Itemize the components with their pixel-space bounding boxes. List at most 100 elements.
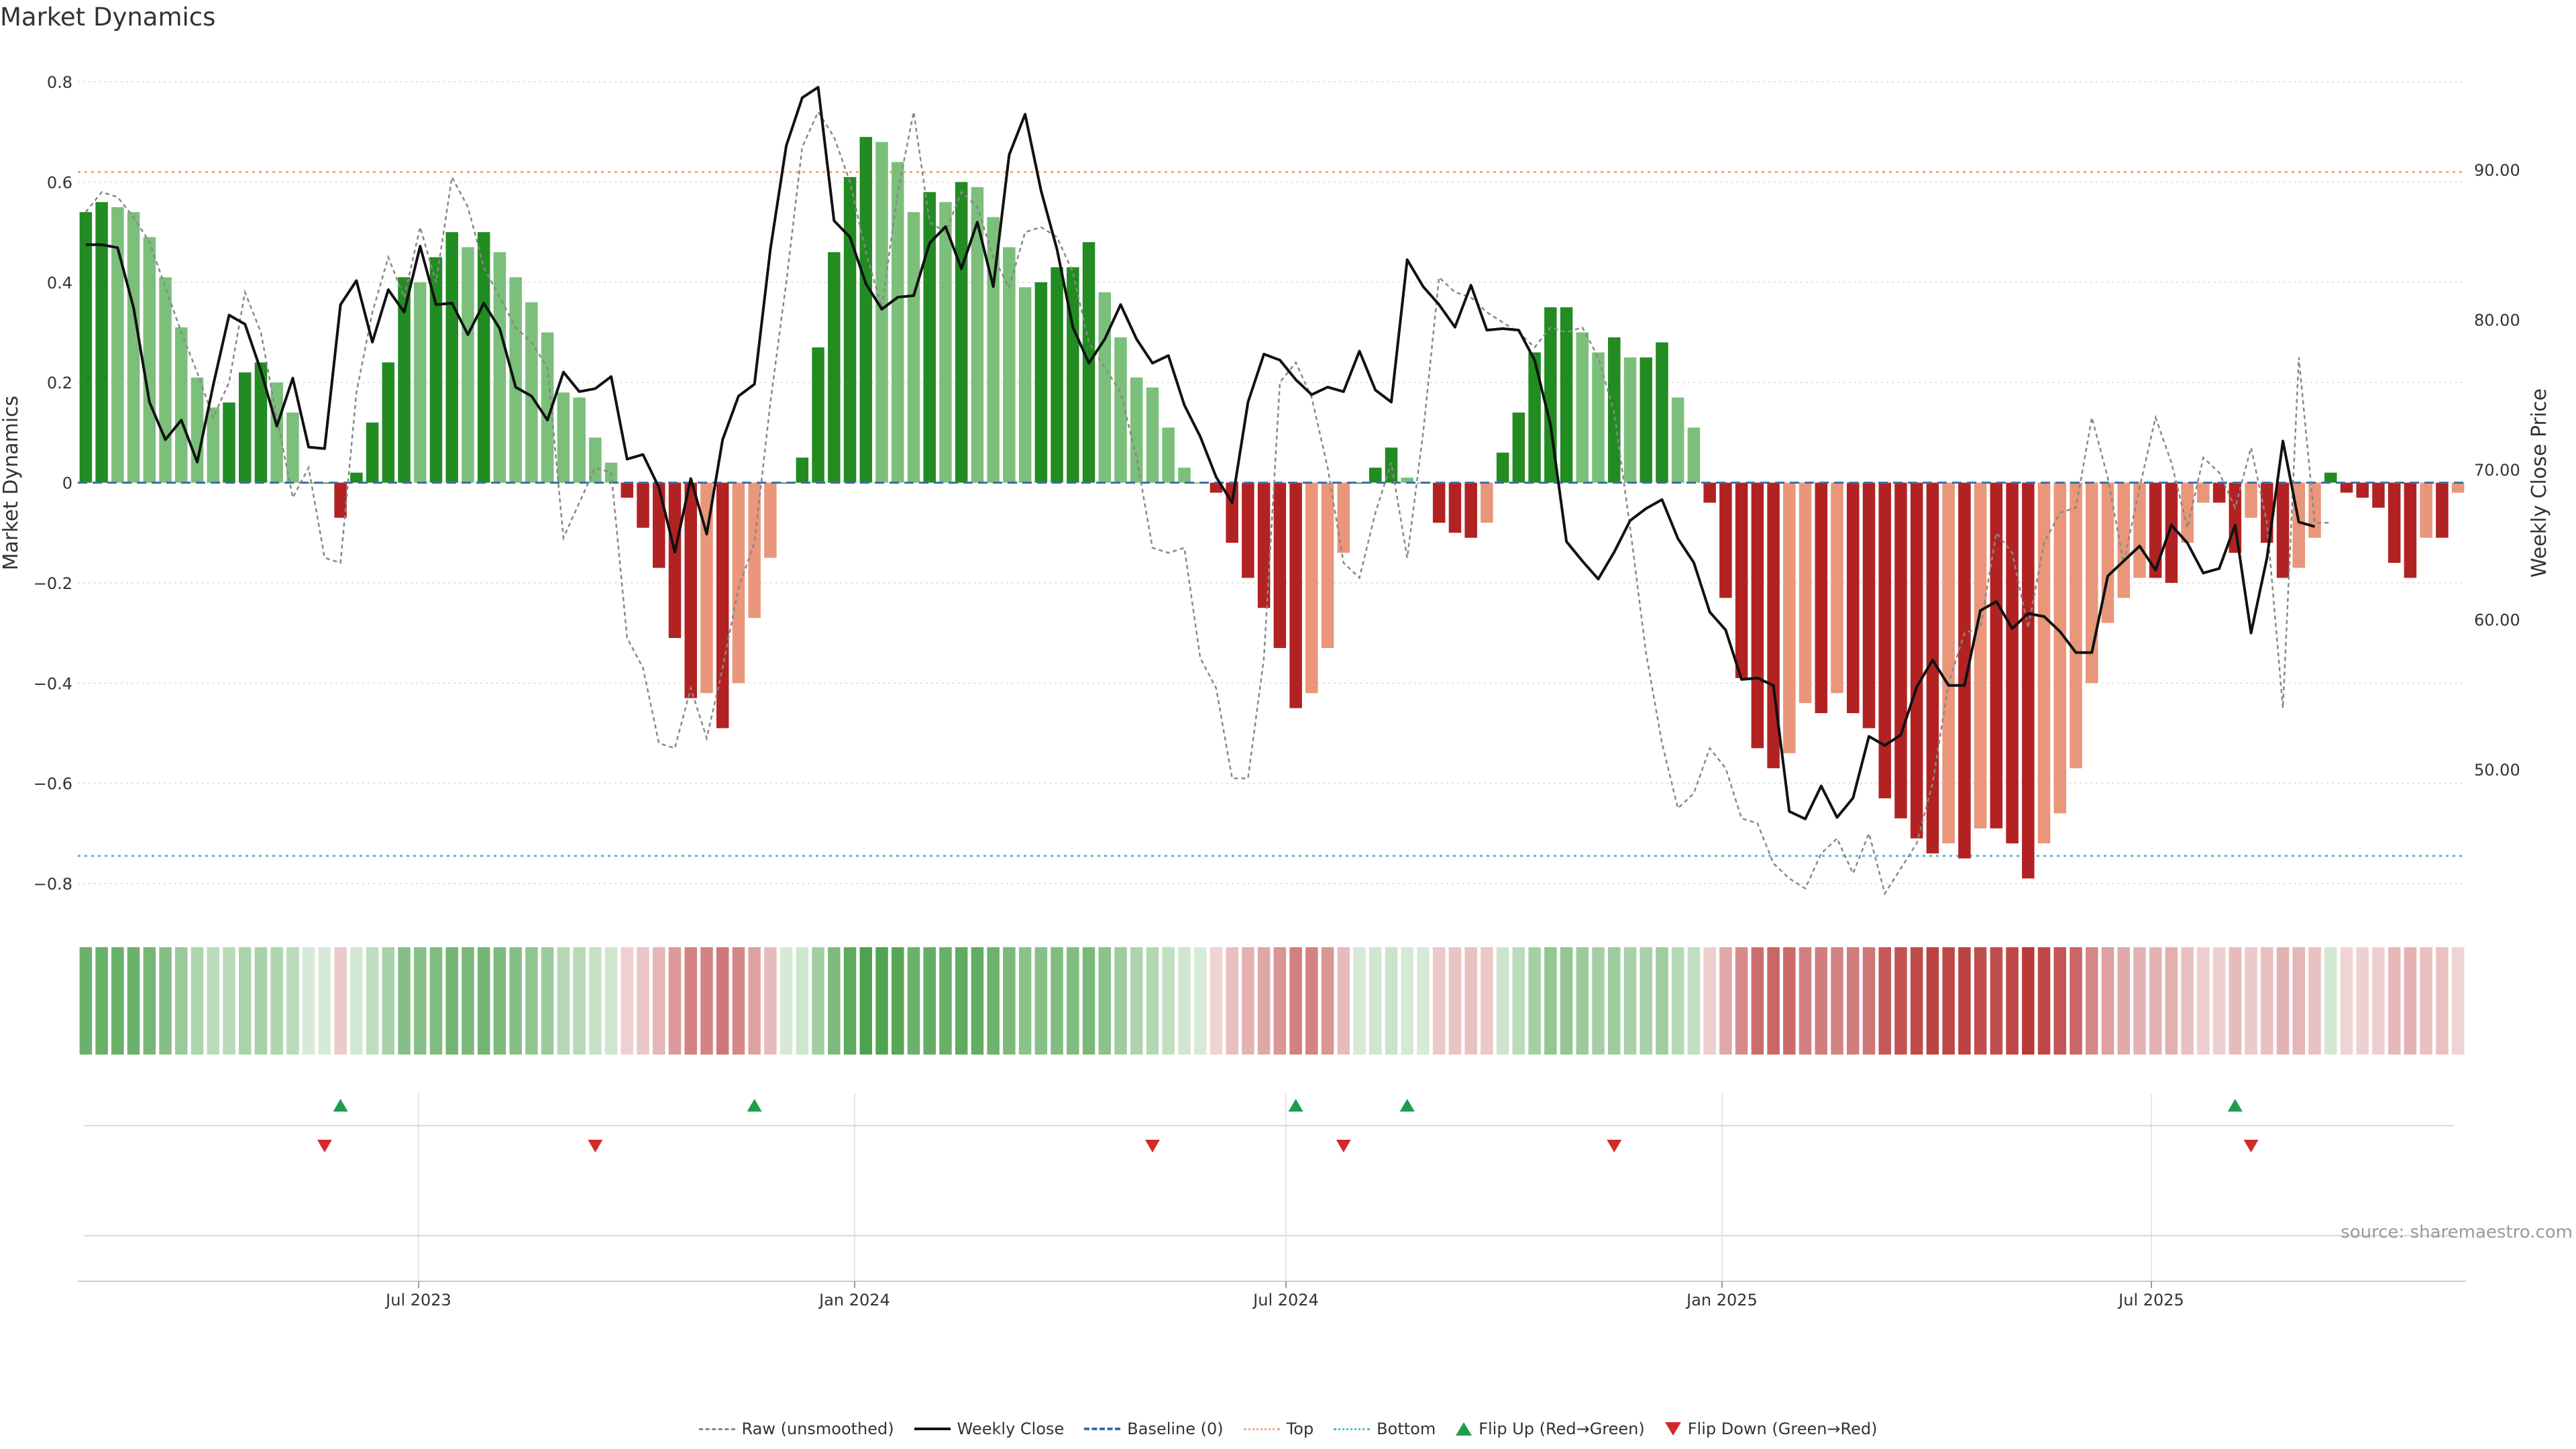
heatmap-cell: [127, 947, 140, 1055]
dynamics-bar: [541, 332, 554, 483]
dynamics-bar: [1623, 357, 1637, 483]
y-tick-label: −0.4: [34, 674, 72, 693]
dynamics-bar: [1942, 482, 1955, 844]
baseline-line-swatch: [1084, 1428, 1121, 1430]
heatmap-cell: [286, 947, 299, 1055]
heatmap-cell: [302, 947, 315, 1055]
heatmap-cell: [1608, 947, 1621, 1055]
heatmap-cell: [1783, 947, 1796, 1055]
flip-down-icon: [1664, 1422, 1681, 1436]
heatmap-cell: [1990, 947, 2003, 1055]
dynamics-bar: [1958, 482, 1971, 859]
dynamics-bar: [350, 472, 363, 483]
heatmap-cell: [2053, 947, 2067, 1055]
heatmap-cell: [2229, 947, 2242, 1055]
heatmap-cell: [1051, 947, 1063, 1055]
y-tick-label: 0.8: [47, 73, 72, 92]
dynamics-bar: [907, 212, 920, 483]
heatmap-cell: [684, 947, 697, 1055]
legend: Raw (unsmoothed) Weekly Close Baseline (…: [0, 1419, 2576, 1438]
heatmap-cell: [143, 947, 156, 1055]
dynamics-bar: [286, 412, 299, 483]
dynamics-bar: [1926, 482, 1939, 854]
heatmap-cell: [223, 947, 235, 1055]
heatmap-cell: [796, 947, 809, 1055]
dynamics-bar: [1560, 307, 1573, 483]
heatmap-cell: [621, 947, 634, 1055]
heatmap-cell: [1353, 947, 1366, 1055]
heatmap-cell: [1481, 947, 1493, 1055]
legend-bottom-label: Bottom: [1377, 1419, 1436, 1438]
heatmap-cell: [1257, 947, 1271, 1055]
heatmap-cell: [1974, 947, 1987, 1055]
dynamics-bar: [382, 362, 395, 483]
dynamics-bar: [2404, 482, 2417, 578]
heatmap-cell: [1018, 947, 1032, 1055]
dynamics-bar: [429, 257, 443, 483]
dynamics-bar: [1051, 267, 1063, 483]
heatmap-cell: [191, 947, 204, 1055]
heatmap-cell: [207, 947, 219, 1055]
heatmap-cell: [1082, 947, 1095, 1055]
dynamics-bar: [1067, 267, 1079, 483]
heatmap-cell: [2245, 947, 2257, 1055]
heatmap-cell: [1098, 947, 1112, 1055]
dynamics-bar: [477, 232, 490, 483]
flip-up-marker: [747, 1099, 762, 1112]
flip-up-icon: [1456, 1422, 1472, 1436]
heatmap-cell: [1305, 947, 1318, 1055]
dynamics-bar: [1496, 452, 1509, 483]
heatmap-cell: [1831, 947, 1843, 1055]
dynamics-bar: [127, 212, 140, 483]
dynamics-bar: [1210, 482, 1223, 493]
dynamics-bar: [1847, 482, 1860, 714]
dynamics-bar: [302, 482, 315, 484]
heatmap-cell: [1273, 947, 1287, 1055]
heatmap-cell: [1623, 947, 1637, 1055]
y-axis-title: Market Dynamics: [0, 396, 23, 571]
dynamics-bar: [828, 252, 841, 483]
dynamics-bar: [2387, 482, 2401, 563]
heatmap-cell: [1942, 947, 1955, 1055]
heatmap-cell: [1337, 947, 1350, 1055]
dynamics-bar: [1337, 482, 1350, 553]
heatmap-cell: [254, 947, 268, 1055]
dynamics-bar: [1878, 482, 1891, 799]
dynamics-bar: [2324, 472, 2337, 483]
dynamics-bar: [1321, 482, 1334, 648]
dynamics-bar: [1974, 482, 1987, 828]
legend-flip-up-label: Flip Up (Red→Green): [1479, 1419, 1645, 1438]
dynamics-bar: [1767, 482, 1780, 769]
dynamics-bar: [238, 372, 252, 483]
legend-top: Top: [1243, 1419, 1313, 1438]
heatmap-cell: [1067, 947, 1079, 1055]
heatmap-cell: [2436, 947, 2449, 1055]
dynamics-bar: [525, 302, 538, 483]
dynamics-bar: [1130, 377, 1143, 483]
heatmap-cell: [2022, 947, 2035, 1055]
dynamics-bar: [684, 482, 697, 698]
dynamics-bar: [191, 377, 204, 483]
dynamics-bar: [2245, 482, 2257, 518]
heatmap-cell: [1576, 947, 1589, 1055]
dynamics-bar: [843, 176, 857, 483]
dynamics-bar: [2022, 482, 2035, 879]
heatmap-cell: [525, 947, 538, 1055]
legend-raw-label: Raw (unsmoothed): [741, 1419, 894, 1438]
dynamics-bar: [637, 482, 649, 528]
y-tick-label: 0.2: [47, 374, 72, 392]
dynamics-bar: [1401, 478, 1413, 483]
y-tick-label: −0.6: [34, 775, 72, 794]
heatmap-cell: [1401, 947, 1413, 1055]
x-tick-label: Jul 2025: [2117, 1291, 2184, 1309]
dynamics-bar: [939, 202, 952, 483]
dynamics-bar: [2149, 482, 2162, 578]
y2-tick-label: 70.00: [2474, 461, 2520, 480]
heatmap-cell: [1878, 947, 1891, 1055]
heatmap-cell: [414, 947, 427, 1055]
dynamics-bar: [2053, 482, 2067, 814]
legend-raw: Raw (unsmoothed): [698, 1419, 894, 1438]
heatmap-cell: [1496, 947, 1509, 1055]
dynamics-bar: [971, 186, 984, 483]
dynamics-bar: [414, 282, 427, 483]
